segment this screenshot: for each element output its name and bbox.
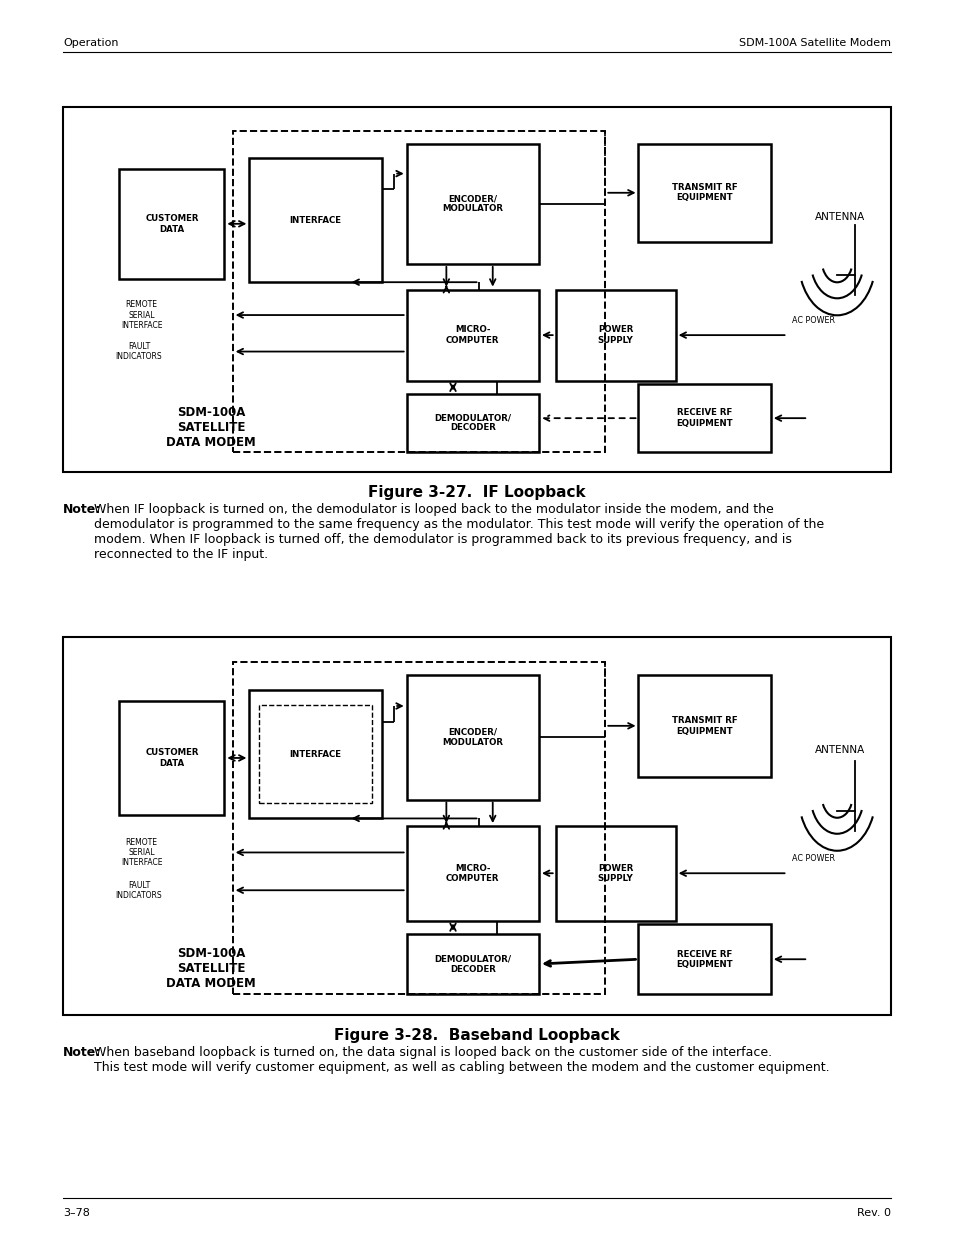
Text: DEMODULATOR/
DECODER: DEMODULATOR/ DECODER: [434, 955, 511, 973]
Text: CUSTOMER
DATA: CUSTOMER DATA: [145, 214, 198, 233]
Text: TRANSMIT RF
EQUIPMENT: TRANSMIT RF EQUIPMENT: [671, 716, 737, 736]
Bar: [406, 934, 538, 994]
Text: AC POWER: AC POWER: [791, 853, 834, 862]
Text: Note:: Note:: [63, 1046, 101, 1058]
Text: POWER
SUPPLY: POWER SUPPLY: [598, 863, 633, 883]
Bar: [233, 662, 605, 994]
Text: ANTENNA: ANTENNA: [814, 211, 864, 221]
Bar: [638, 674, 770, 777]
Bar: [406, 394, 538, 452]
Text: POWER
SUPPLY: POWER SUPPLY: [598, 326, 633, 345]
Bar: [638, 924, 770, 994]
Bar: [119, 169, 224, 279]
Bar: [406, 143, 538, 264]
Text: SDM-100A Satellite Modem: SDM-100A Satellite Modem: [739, 38, 890, 48]
Text: REMOTE
SERIAL
INTERFACE: REMOTE SERIAL INTERFACE: [121, 300, 162, 330]
Text: RECEIVE RF
EQUIPMENT: RECEIVE RF EQUIPMENT: [676, 950, 732, 969]
Bar: [249, 158, 381, 283]
Text: INTERFACE: INTERFACE: [290, 750, 341, 758]
Bar: [555, 826, 675, 920]
Text: TRANSMIT RF
EQUIPMENT: TRANSMIT RF EQUIPMENT: [671, 183, 737, 203]
Text: 3–78: 3–78: [63, 1208, 90, 1218]
Bar: [638, 384, 770, 452]
Text: demodulator is programmed to the same frequency as the modulator. This test mode: demodulator is programmed to the same fr…: [94, 517, 823, 531]
Text: Rev. 0: Rev. 0: [856, 1208, 890, 1218]
Text: ANTENNA: ANTENNA: [814, 746, 864, 756]
Text: MICRO-
COMPUTER: MICRO- COMPUTER: [446, 326, 499, 345]
Bar: [63, 637, 890, 1015]
Text: Figure 3-27.  IF Loopback: Figure 3-27. IF Loopback: [368, 485, 585, 500]
Bar: [406, 674, 538, 799]
Bar: [249, 690, 381, 819]
Bar: [119, 701, 224, 815]
Text: FAULT
INDICATORS: FAULT INDICATORS: [115, 881, 162, 900]
Text: modem. When IF loopback is turned off, the demodulator is programmed back to its: modem. When IF loopback is turned off, t…: [94, 534, 791, 546]
Text: ENCODER/
MODULATOR: ENCODER/ MODULATOR: [442, 727, 503, 747]
Text: SDM-100A
SATELLITE
DATA MODEM: SDM-100A SATELLITE DATA MODEM: [167, 947, 256, 990]
Bar: [555, 289, 675, 380]
Text: CUSTOMER
DATA: CUSTOMER DATA: [145, 748, 198, 768]
Text: When baseband loopback is turned on, the data signal is looped back on the custo: When baseband loopback is turned on, the…: [94, 1046, 771, 1058]
Text: reconnected to the IF input.: reconnected to the IF input.: [94, 548, 268, 561]
Text: INTERFACE: INTERFACE: [290, 216, 341, 225]
Text: Operation: Operation: [63, 38, 118, 48]
Text: SDM-100A
SATELLITE
DATA MODEM: SDM-100A SATELLITE DATA MODEM: [167, 406, 256, 450]
Bar: [406, 826, 538, 920]
Text: Note:: Note:: [63, 503, 101, 516]
Text: This test mode will verify customer equipment, as well as cabling between the mo: This test mode will verify customer equi…: [94, 1061, 829, 1074]
Text: When IF loopback is turned on, the demodulator is looped back to the modulator i: When IF loopback is turned on, the demod…: [94, 503, 773, 516]
Text: ENCODER/
MODULATOR: ENCODER/ MODULATOR: [442, 194, 503, 214]
Text: AC POWER: AC POWER: [791, 316, 834, 325]
Text: REMOTE
SERIAL
INTERFACE: REMOTE SERIAL INTERFACE: [121, 837, 162, 867]
Bar: [233, 131, 605, 452]
Text: FAULT
INDICATORS: FAULT INDICATORS: [115, 342, 162, 362]
Bar: [406, 289, 538, 380]
Text: Figure 3-28.  Baseband Loopback: Figure 3-28. Baseband Loopback: [334, 1028, 619, 1044]
Bar: [259, 705, 372, 803]
Bar: [638, 143, 770, 242]
Text: DEMODULATOR/
DECODER: DEMODULATOR/ DECODER: [434, 412, 511, 432]
Bar: [63, 107, 890, 472]
Text: RECEIVE RF
EQUIPMENT: RECEIVE RF EQUIPMENT: [676, 409, 732, 427]
Text: MICRO-
COMPUTER: MICRO- COMPUTER: [446, 863, 499, 883]
